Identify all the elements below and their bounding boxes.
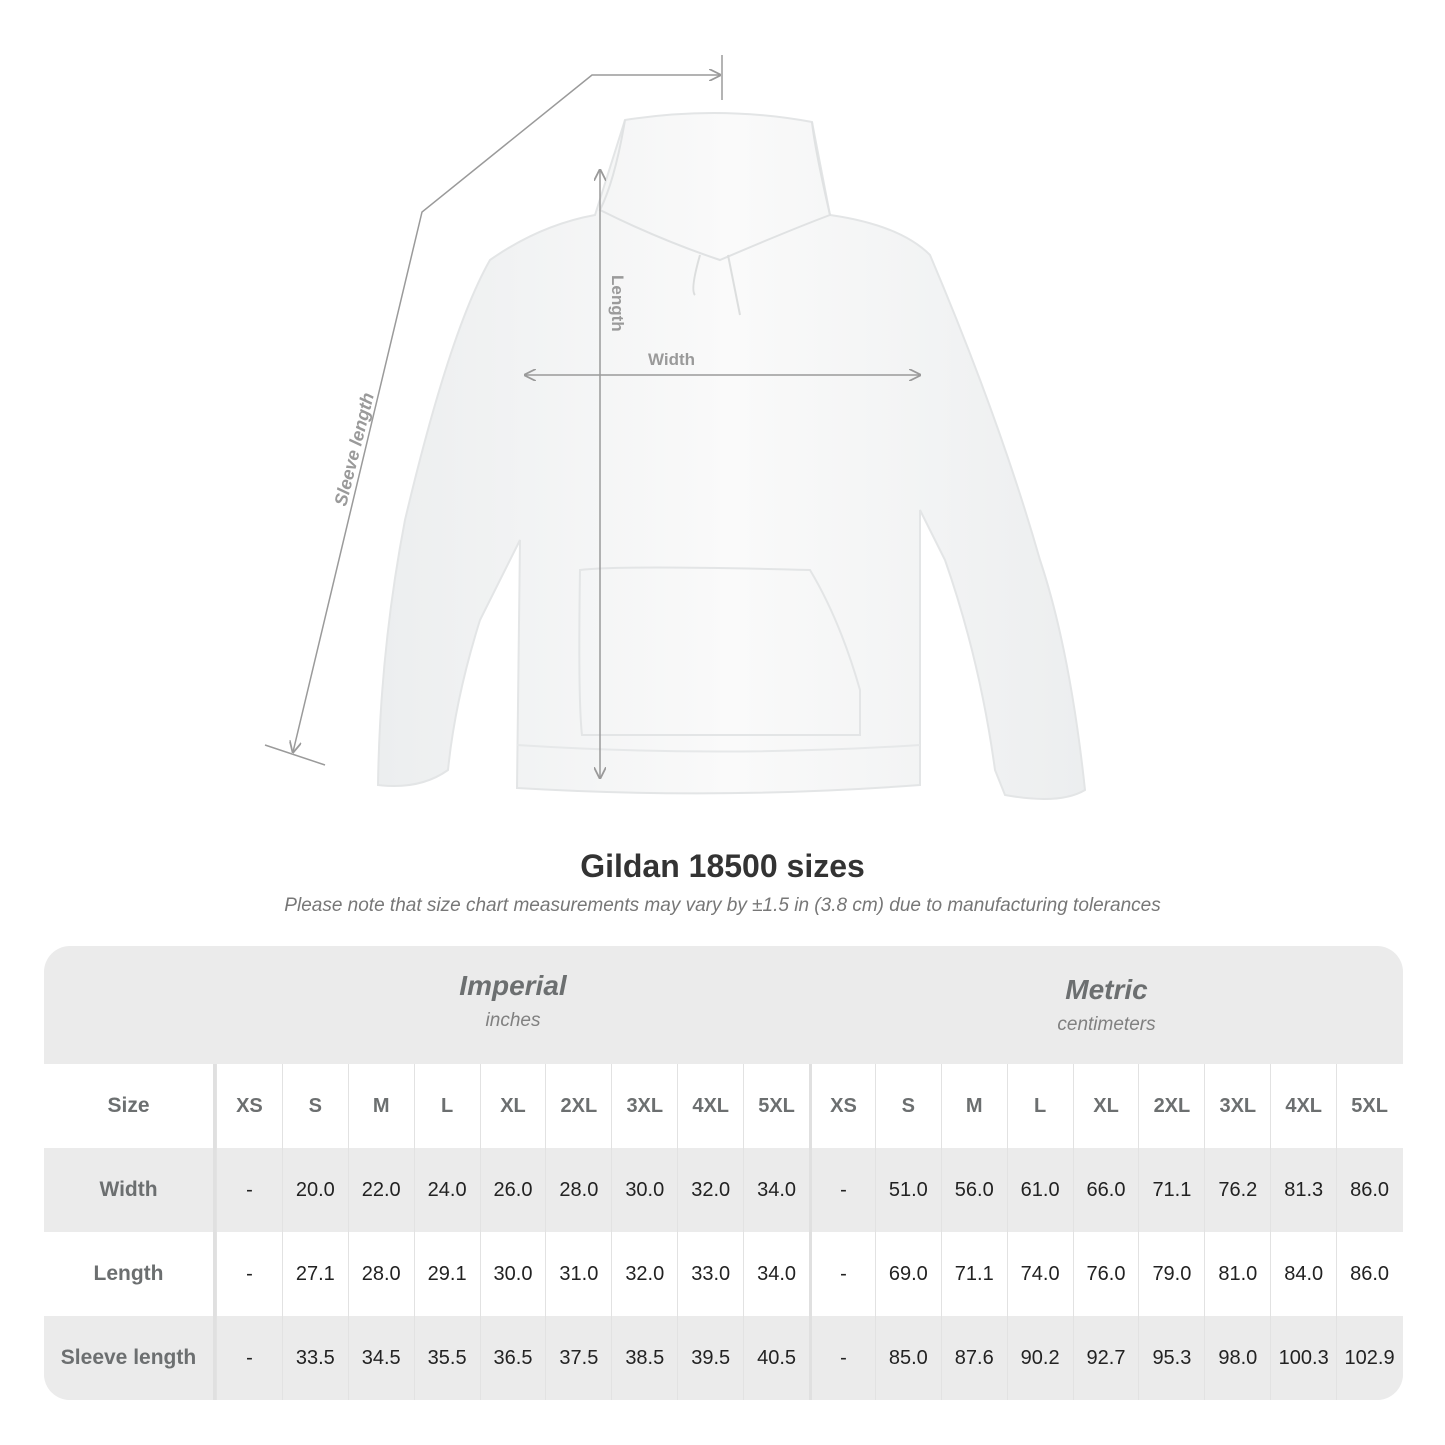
metric-value-cell: - — [809, 1148, 875, 1232]
imperial-value-cell: 28.0 — [347, 1232, 414, 1316]
metric-size-2xl: 2XL — [1138, 1064, 1204, 1148]
imperial-size-l: L — [413, 1064, 480, 1148]
metric-value-cell: 84.0 — [1270, 1232, 1336, 1316]
imperial-value-cell: - — [216, 1232, 282, 1316]
metric-value-cell: 92.7 — [1072, 1316, 1139, 1400]
metric-size-xs: XS — [809, 1064, 875, 1148]
metric-value-cell: 66.0 — [1072, 1148, 1139, 1232]
hoodie-illustration: Length Width Sleeve length — [264, 55, 1087, 800]
row-label: Width — [44, 1148, 216, 1232]
imperial-value-cell: 38.5 — [611, 1316, 677, 1400]
metric-value-cell: 79.0 — [1138, 1232, 1204, 1316]
metric-size-3xl: 3XL — [1204, 1064, 1270, 1148]
imperial-size-2xl: 2XL — [545, 1064, 611, 1148]
table-row-sleeve-length: Sleeve length -33.5 34.5 35.5 36.5 37.5 38.5 39… — [44, 1316, 1403, 1400]
metric-value-cell: 87.6 — [940, 1316, 1007, 1400]
metric-value-cell: - — [809, 1316, 875, 1400]
width-label: Width — [648, 350, 695, 369]
imperial-value-cell: 26.0 — [479, 1148, 546, 1232]
imperial-size-m: M — [347, 1064, 414, 1148]
sleeve-measure-line — [264, 55, 723, 766]
metric-value-cell: 71.1 — [940, 1232, 1007, 1316]
imperial-value-cell: 32.0 — [611, 1232, 677, 1316]
imperial-value-cell: 30.0 — [479, 1232, 546, 1316]
imperial-value-cell: 24.0 — [413, 1148, 480, 1232]
imperial-value-cell: 34.5 — [347, 1316, 414, 1400]
imperial-value-cell: - — [216, 1316, 282, 1400]
table-row-length: Length -27.1 28.0 29.1 30.0 31.0 32.0 33.0 34.0-… — [44, 1232, 1403, 1316]
metric-value-cell: 95.3 — [1138, 1316, 1204, 1400]
imperial-size-xs: XS — [216, 1064, 282, 1148]
metric-size-m: M — [940, 1064, 1007, 1148]
metric-value-cell: 71.1 — [1138, 1148, 1204, 1232]
imperial-header: Imperial inches — [216, 946, 810, 1064]
imperial-value-cell: 34.0 — [743, 1232, 809, 1316]
metric-value-cell: 74.0 — [1006, 1232, 1073, 1316]
metric-value-cell: 81.3 — [1270, 1148, 1336, 1232]
imperial-unit: inches — [485, 1010, 541, 1031]
imperial-value-cell: 34.0 — [743, 1148, 809, 1232]
tolerance-note: Please note that size chart measurements… — [284, 895, 1161, 916]
metric-value-cell: 76.0 — [1072, 1232, 1139, 1316]
imperial-label: Imperial — [459, 970, 567, 1001]
metric-value-cell: 102.9 — [1336, 1316, 1402, 1400]
hoodie-shape — [376, 112, 1087, 800]
page-title: Gildan 18500 sizes — [580, 848, 865, 884]
imperial-value-cell: 33.0 — [677, 1232, 743, 1316]
imperial-value-cell: 31.0 — [545, 1232, 611, 1316]
size-header-row: Size XS S M L XL 2XL 3XL 4XL 5XL XS S M L XL 2XL 3XL 4XL 5… — [44, 1064, 1403, 1148]
metric-value-cell: 56.0 — [940, 1148, 1007, 1232]
metric-size-l: L — [1006, 1064, 1073, 1148]
imperial-value-cell: 33.5 — [281, 1316, 348, 1400]
sleeve-length-label: Sleeve length — [330, 391, 377, 508]
metric-value-cell: 90.2 — [1006, 1316, 1073, 1400]
imperial-value-cell: 36.5 — [479, 1316, 546, 1400]
imperial-value-cell: 32.0 — [677, 1148, 743, 1232]
metric-size-xl: XL — [1072, 1064, 1139, 1148]
row-label: Length — [44, 1232, 216, 1316]
metric-unit: centimeters — [1057, 1014, 1156, 1035]
imperial-size-xl: XL — [479, 1064, 546, 1148]
size-grid: Size XS S M L XL 2XL 3XL 4XL 5XL XS S M L XL 2XL 3XL 4XL 5… — [44, 1064, 1403, 1400]
imperial-value-cell: 20.0 — [281, 1148, 348, 1232]
metric-value-cell: 69.0 — [874, 1232, 941, 1316]
metric-label: Metric — [1065, 974, 1148, 1005]
imperial-value-cell: 40.5 — [743, 1316, 809, 1400]
imperial-value-cell: 35.5 — [413, 1316, 480, 1400]
table-row-width: Width -20.0 22.0 24.0 26.0 28.0 30.0 32.0 34.0-5… — [44, 1148, 1403, 1232]
metric-value-cell: 86.0 — [1336, 1232, 1402, 1316]
metric-value-cell: 85.0 — [874, 1316, 941, 1400]
row-label: Sleeve length — [44, 1316, 216, 1400]
metric-value-cell: 98.0 — [1204, 1316, 1270, 1400]
imperial-size-4xl: 4XL — [677, 1064, 743, 1148]
metric-value-cell: 100.3 — [1270, 1316, 1336, 1400]
imperial-value-cell: 29.1 — [413, 1232, 480, 1316]
metric-size-5xl: 5XL — [1336, 1064, 1402, 1148]
metric-value-cell: 76.2 — [1204, 1148, 1270, 1232]
metric-header: Metric centimeters — [810, 950, 1403, 1068]
metric-size-s: S — [874, 1064, 941, 1148]
imperial-size-s: S — [281, 1064, 348, 1148]
imperial-value-cell: 27.1 — [281, 1232, 348, 1316]
size-header-label: Size — [44, 1064, 216, 1148]
imperial-value-cell: 39.5 — [677, 1316, 743, 1400]
length-label: Length — [608, 275, 627, 332]
imperial-size-5xl: 5XL — [743, 1064, 809, 1148]
metric-value-cell: 86.0 — [1336, 1148, 1402, 1232]
imperial-value-cell: - — [216, 1148, 282, 1232]
size-chart-table: Imperial inches Metric centimeters Size X… — [44, 946, 1403, 1400]
imperial-value-cell: 22.0 — [347, 1148, 414, 1232]
metric-value-cell: 81.0 — [1204, 1232, 1270, 1316]
metric-size-4xl: 4XL — [1270, 1064, 1336, 1148]
metric-value-cell: 61.0 — [1006, 1148, 1073, 1232]
imperial-value-cell: 30.0 — [611, 1148, 677, 1232]
imperial-value-cell: 37.5 — [545, 1316, 611, 1400]
imperial-size-3xl: 3XL — [611, 1064, 677, 1148]
metric-value-cell: 51.0 — [874, 1148, 941, 1232]
imperial-value-cell: 28.0 — [545, 1148, 611, 1232]
metric-value-cell: - — [809, 1232, 875, 1316]
